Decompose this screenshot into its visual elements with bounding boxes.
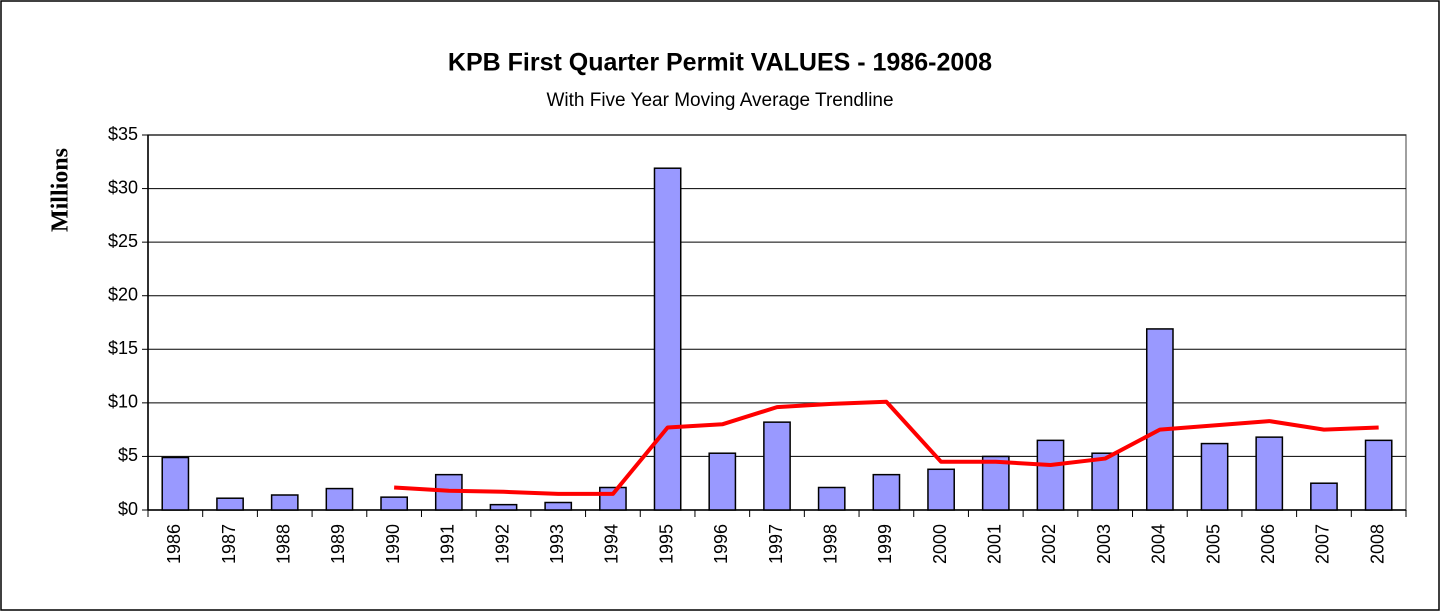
bar (216, 497, 244, 511)
x-tick-label: 2007 (1313, 524, 1333, 564)
x-tick-label: 1990 (383, 524, 403, 564)
bar (817, 486, 846, 511)
bar (708, 452, 737, 511)
x-tick-label: 1991 (438, 524, 458, 564)
y-tick-label: $35 (108, 124, 138, 144)
bar (1091, 452, 1120, 511)
y-tick-label: $5 (118, 445, 138, 465)
bar (270, 494, 299, 511)
bar (1200, 442, 1229, 511)
bar (1036, 439, 1065, 511)
bar (1310, 482, 1338, 511)
x-tick-label: 1989 (328, 524, 348, 564)
bar (544, 501, 573, 511)
y-tick-label: $30 (108, 177, 138, 197)
x-tick-label: 1994 (602, 524, 622, 564)
trend-line (394, 399, 1379, 496)
bar (981, 455, 1010, 511)
bar (161, 456, 190, 511)
bar (872, 473, 901, 511)
y-axis-label: Millions (48, 148, 74, 232)
x-tick-label: 1995 (656, 524, 676, 564)
y-tick-label: $0 (118, 499, 138, 519)
x-tick-label: 1998 (820, 524, 840, 564)
x-tick-label: 1992 (492, 524, 512, 564)
x-tick-label: 1987 (219, 524, 239, 564)
y-tick-label: $10 (108, 392, 138, 412)
bar (380, 496, 409, 511)
x-tick-label: 1986 (164, 524, 184, 564)
x-tick-label: 2005 (1203, 524, 1223, 564)
bar (1145, 328, 1174, 511)
bar (325, 487, 354, 511)
x-tick-label: 2001 (985, 524, 1005, 564)
x-tick-label: 2006 (1258, 524, 1278, 564)
x-tick-label: 1996 (711, 524, 731, 564)
bar (763, 421, 791, 511)
chart-subtitle: With Five Year Moving Average Trendline (546, 90, 893, 111)
bar (927, 468, 955, 511)
chart-title: KPB First Quarter Permit VALUES - 1986-2… (448, 49, 992, 77)
y-tick-label: $20 (108, 284, 138, 304)
x-tick-label: 2004 (1149, 524, 1169, 564)
y-tick-label: $15 (108, 338, 138, 358)
x-tick-label: 2002 (1039, 524, 1059, 564)
x-tick-label: 2000 (930, 524, 950, 564)
bar (489, 503, 518, 511)
bar (1255, 436, 1284, 511)
x-tick-label: 1988 (273, 524, 293, 564)
y-tick-label: $25 (108, 231, 138, 251)
bar (1364, 439, 1393, 511)
x-tick-label: 1993 (547, 524, 567, 564)
bar (653, 167, 682, 511)
x-tick-label: 2003 (1094, 524, 1114, 564)
x-tick-label: 2008 (1367, 524, 1387, 564)
x-tick-label: 1999 (875, 524, 895, 564)
x-tick-label: 1997 (766, 524, 786, 564)
